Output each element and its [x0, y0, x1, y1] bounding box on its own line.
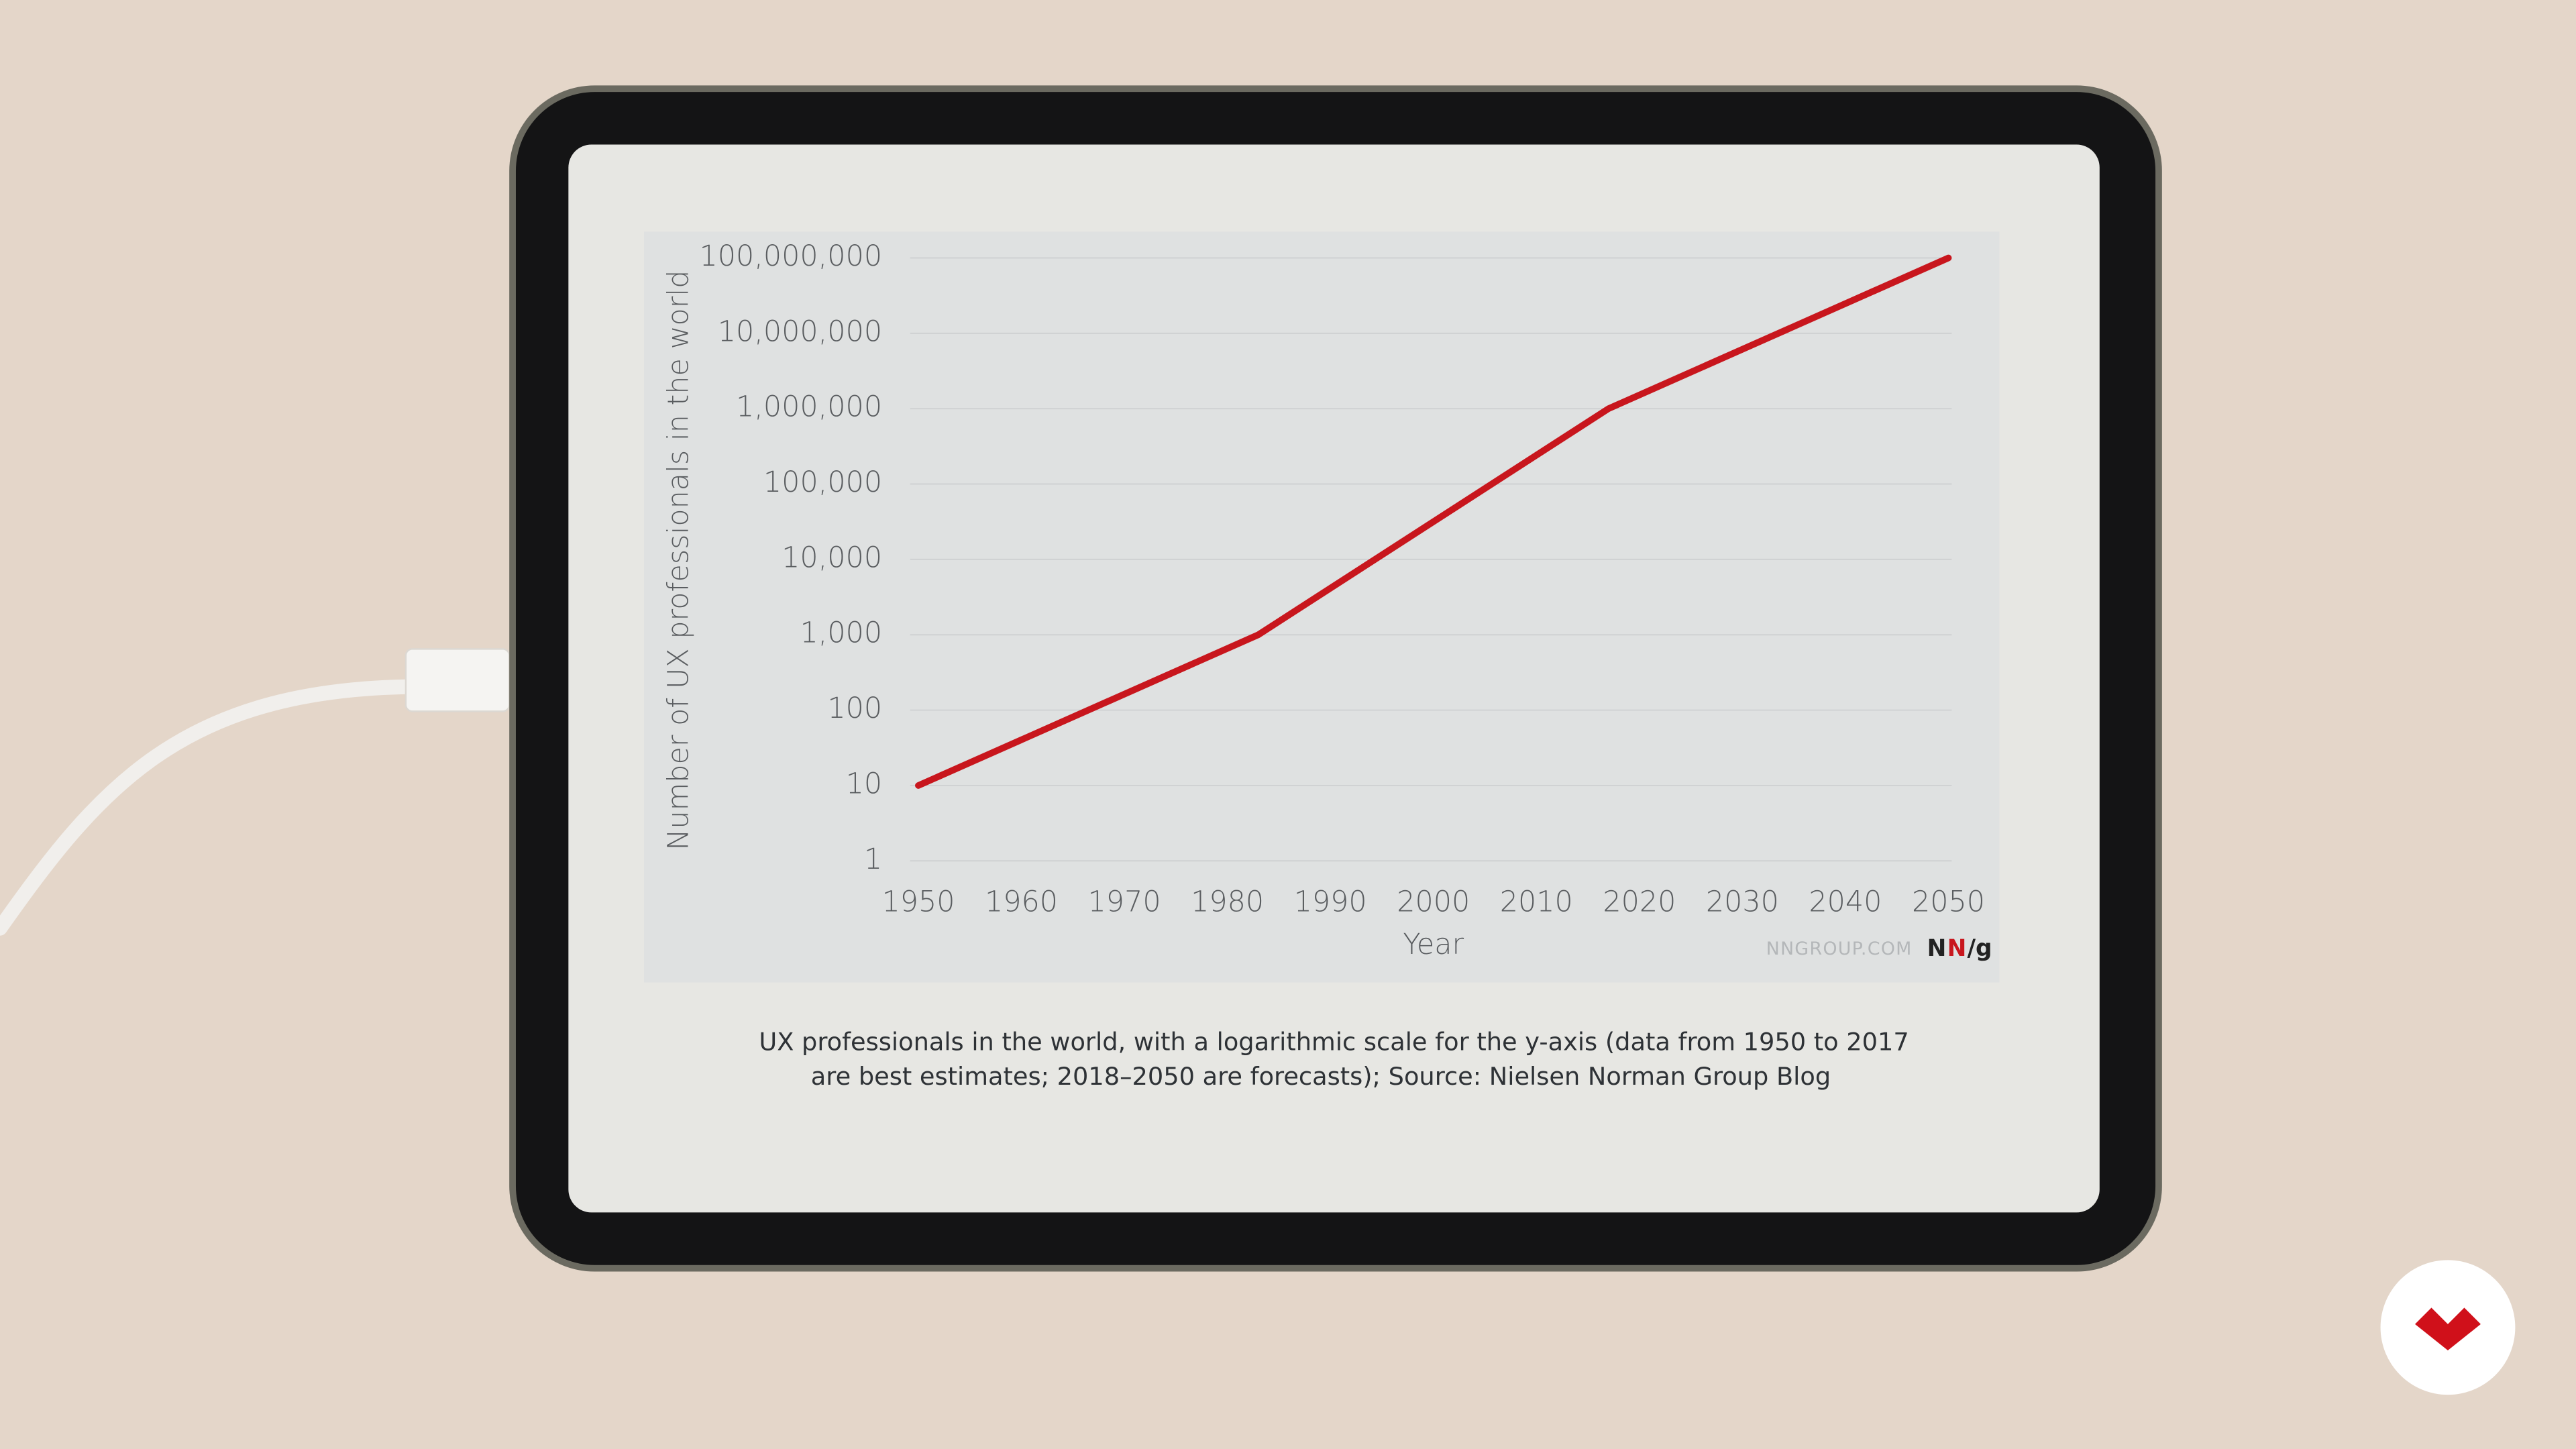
- badge-icon: [2415, 1307, 2481, 1351]
- x-tick-label: 1990: [1294, 885, 1367, 918]
- x-tick-label: 2020: [1603, 885, 1676, 918]
- x-tick-label: 1980: [1191, 885, 1264, 918]
- caption: are best estimates; 2018–2050 are foreca…: [811, 1062, 1831, 1091]
- x-axis-label: Year: [1403, 928, 1464, 961]
- logo: N: [1947, 935, 1967, 962]
- x-tick-label: 1960: [985, 885, 1058, 918]
- x-tick-label: 2000: [1397, 885, 1470, 918]
- cable: [0, 679, 419, 936]
- x-tick-label: 2050: [1912, 885, 1985, 918]
- y-tick-label: 1,000,000: [736, 390, 882, 424]
- y-tick-label: 10,000: [782, 541, 882, 574]
- y-tick-label: 100,000: [763, 466, 882, 499]
- logo: /g: [1967, 935, 1992, 962]
- caption: UX professionals in the world, with a lo…: [759, 1028, 1909, 1057]
- x-tick-label: 2040: [1809, 885, 1882, 918]
- y-tick-label: 100: [827, 692, 882, 725]
- x-tick-label: 2030: [1706, 885, 1779, 918]
- x-tick-label: 1950: [881, 885, 955, 918]
- y-tick-label: 10,000,000: [718, 315, 882, 348]
- data-line: [915, 254, 1952, 789]
- y-tick-label: 100,000,000: [700, 239, 883, 273]
- y-tick-label: 1: [864, 843, 882, 876]
- chart: 1 10 100 1,000 10,000 100,000 1,000,000 10,000,…: [661, 239, 1992, 962]
- watermark: NNGROUP.COM: [1766, 938, 1913, 959]
- y-tick-label: 1,000: [800, 616, 882, 650]
- x-tick-label: 1970: [1088, 885, 1161, 918]
- cable-plug: [405, 648, 511, 712]
- y-tick-label: 10: [846, 767, 883, 800]
- x-tick-label: 2010: [1500, 885, 1573, 918]
- chart-panel: [644, 231, 2000, 983]
- logo: N: [1927, 935, 1947, 962]
- y-axis-label: Number of UX professionals in the world: [661, 270, 695, 851]
